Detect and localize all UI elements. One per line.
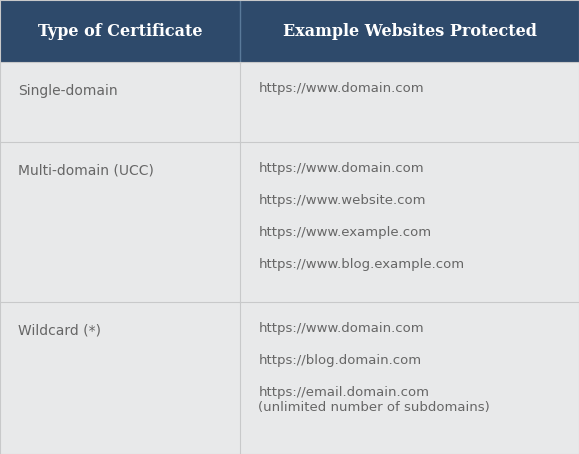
Text: https://www.domain.com: https://www.domain.com [258, 162, 424, 175]
Text: https://www.website.com: https://www.website.com [258, 194, 426, 207]
Text: https://blog.domain.com: https://blog.domain.com [258, 354, 422, 367]
Bar [0, 0, 579, 62]
Text: https://www.blog.example.com: https://www.blog.example.com [258, 258, 464, 271]
Text: Single-domain: Single-domain [18, 84, 118, 98]
Bar [0, 302, 579, 454]
Text: https://www.domain.com: https://www.domain.com [258, 322, 424, 335]
Text: Type of Certificate: Type of Certificate [38, 23, 203, 39]
Text: Multi-domain (UCC): Multi-domain (UCC) [18, 164, 154, 178]
Text: Example Websites Protected: Example Websites Protected [283, 23, 537, 39]
Bar [0, 62, 579, 142]
Text: Wildcard (*): Wildcard (*) [18, 324, 101, 338]
Text: https://www.example.com: https://www.example.com [258, 226, 431, 239]
Text: https://email.domain.com
(unlimited number of subdomains): https://email.domain.com (unlimited numb… [258, 386, 490, 415]
Bar [0, 142, 579, 302]
Text: https://www.domain.com: https://www.domain.com [258, 82, 424, 95]
